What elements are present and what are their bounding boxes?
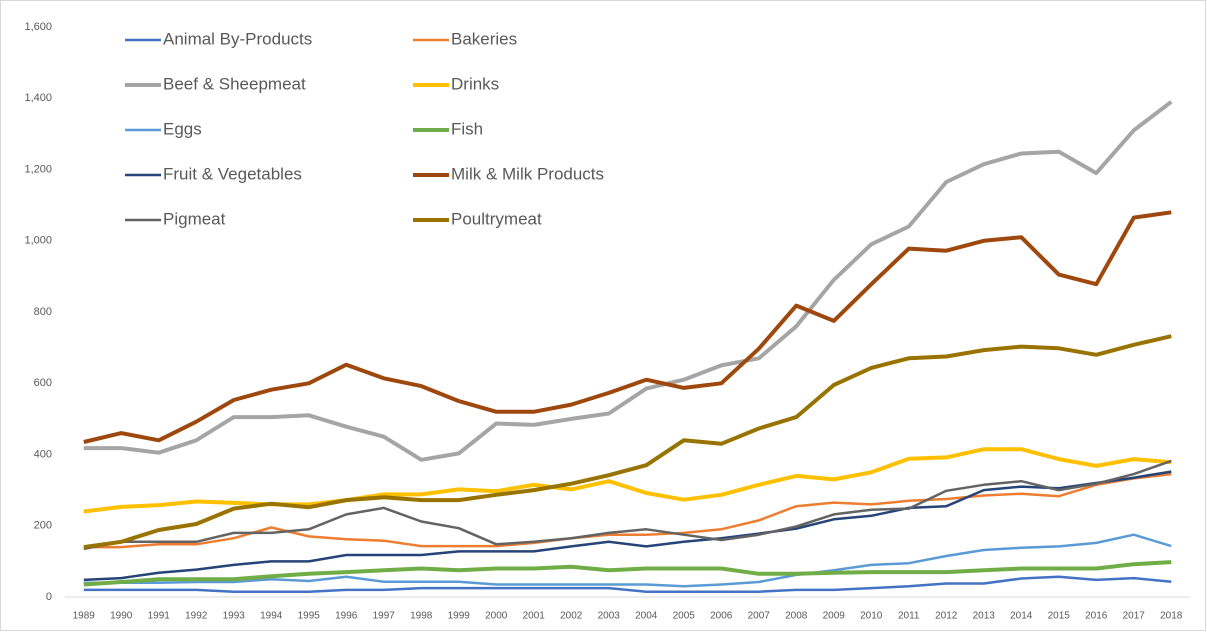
x-tick-label: 1990: [110, 611, 133, 622]
y-tick-label: 200: [34, 520, 52, 532]
series-line: [83, 459, 1172, 551]
x-tick-label: 2017: [1123, 611, 1146, 622]
x-tick-label: 1991: [148, 611, 171, 622]
y-tick-label: 600: [34, 377, 52, 389]
y-tick-label: 1,200: [24, 163, 52, 175]
y-tick-label: 1,000: [24, 235, 52, 247]
x-tick-label: 2007: [748, 611, 771, 622]
x-tick-label: 2009: [823, 611, 846, 622]
legend-label: Poultrymeat: [451, 209, 542, 228]
series-line: [83, 334, 1172, 550]
x-tick-label: 1996: [335, 611, 358, 622]
x-tick-label: 2008: [785, 611, 808, 622]
series-line: [83, 472, 1172, 549]
x-tick-label: 2005: [673, 611, 696, 622]
x-tick-label: 2002: [560, 611, 583, 622]
y-tick-label: 1,400: [24, 92, 52, 104]
legend-label: Eggs: [163, 119, 202, 138]
series-line: [83, 210, 1172, 444]
legend-label: Bakeries: [451, 29, 517, 48]
x-tick-label: 2003: [598, 611, 621, 622]
x-tick-label: 2011: [898, 611, 920, 622]
legend-label: Fruit & Vegetables: [163, 164, 302, 183]
x-tick-label: 2001: [523, 611, 546, 622]
x-tick-label: 2006: [710, 611, 733, 622]
x-tick-label: 1999: [448, 611, 471, 622]
series-line: [83, 575, 1172, 593]
x-tick-label: 2013: [973, 611, 996, 622]
x-tick-label: 2000: [485, 611, 508, 622]
x-tick-label: 2012: [935, 611, 958, 622]
x-tick-label: 2018: [1160, 611, 1183, 622]
series-line: [83, 470, 1172, 582]
y-tick-label: 1,600: [24, 21, 52, 33]
x-tick-label: 1989: [73, 611, 96, 622]
series-line: [83, 533, 1172, 588]
y-tick-label: 400: [34, 448, 52, 460]
series-line: [83, 560, 1172, 587]
x-tick-label: 1994: [260, 611, 283, 622]
x-tick-label: 2010: [860, 611, 883, 622]
x-tick-label: 2016: [1085, 611, 1108, 622]
x-tick-label: 2015: [1048, 611, 1071, 622]
y-tick-label: 800: [34, 306, 52, 318]
x-tick-label: 2004: [635, 611, 658, 622]
legend-label: Fish: [451, 119, 483, 138]
x-tick-label: 1992: [185, 611, 208, 622]
legend-label: Milk & Milk Products: [451, 164, 604, 183]
series-line: [83, 100, 1173, 462]
x-tick-label: 1998: [410, 611, 433, 622]
legend-label: Pigmeat: [163, 209, 226, 228]
y-tick-label: 0: [46, 591, 52, 603]
legend-label: Beef & Sheepmeat: [163, 74, 306, 93]
legend-label: Drinks: [451, 74, 499, 93]
x-tick-label: 2014: [1010, 611, 1033, 622]
x-tick-label: 1997: [373, 611, 396, 622]
x-tick-label: 1993: [223, 611, 246, 622]
legend-label: Animal By-Products: [163, 29, 312, 48]
x-tick-label: 1995: [298, 611, 321, 622]
